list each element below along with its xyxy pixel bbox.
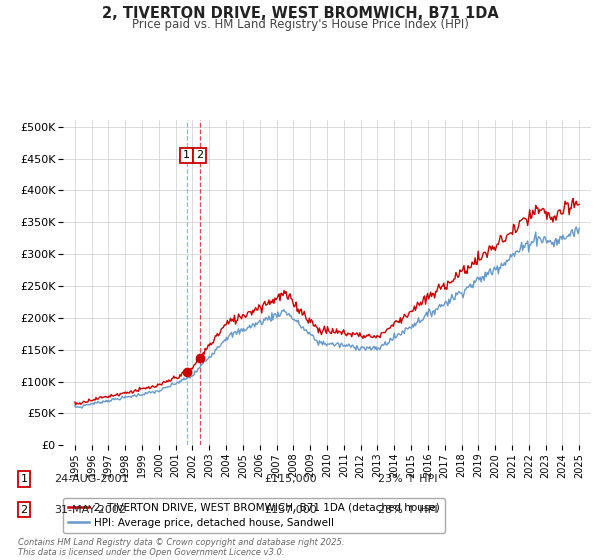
Text: 2: 2 <box>20 505 28 515</box>
Text: 1: 1 <box>20 474 28 484</box>
Text: 24-AUG-2001: 24-AUG-2001 <box>54 474 128 484</box>
Text: 2: 2 <box>196 151 203 160</box>
Text: 31-MAY-2002: 31-MAY-2002 <box>54 505 126 515</box>
Text: £137,000: £137,000 <box>264 505 317 515</box>
Text: Contains HM Land Registry data © Crown copyright and database right 2025.
This d: Contains HM Land Registry data © Crown c… <box>18 538 344 557</box>
Text: 1: 1 <box>183 151 190 160</box>
Text: £115,000: £115,000 <box>264 474 317 484</box>
Text: 23% ↑ HPI: 23% ↑ HPI <box>378 474 437 484</box>
Text: Price paid vs. HM Land Registry's House Price Index (HPI): Price paid vs. HM Land Registry's House … <box>131 18 469 31</box>
Legend: 2, TIVERTON DRIVE, WEST BROMWICH, B71 1DA (detached house), HPI: Average price, : 2, TIVERTON DRIVE, WEST BROMWICH, B71 1D… <box>63 497 445 533</box>
Text: 2, TIVERTON DRIVE, WEST BROMWICH, B71 1DA: 2, TIVERTON DRIVE, WEST BROMWICH, B71 1D… <box>101 6 499 21</box>
Text: 28% ↑ HPI: 28% ↑ HPI <box>378 505 437 515</box>
